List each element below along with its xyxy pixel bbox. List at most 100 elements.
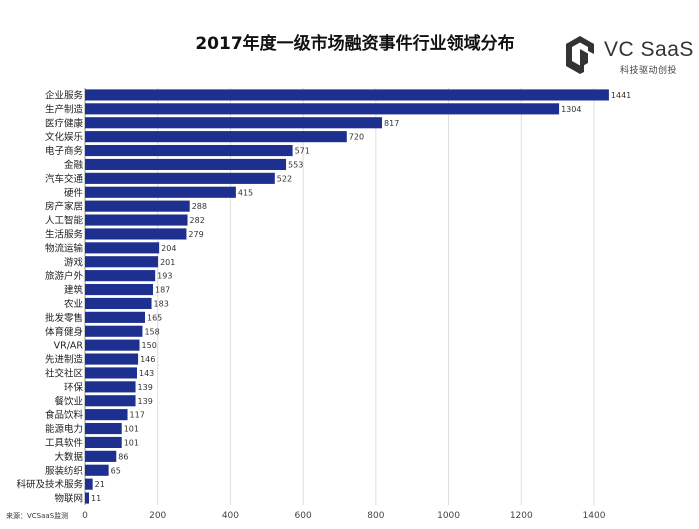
value-label: 522 — [277, 174, 292, 183]
bar — [85, 242, 160, 254]
category-label: 电子商务 — [45, 145, 84, 157]
category-label: 批发零售 — [45, 312, 83, 324]
category-label: 服装纺织 — [45, 465, 83, 477]
bar — [85, 117, 383, 129]
bar — [85, 283, 153, 296]
bar — [85, 395, 136, 407]
category-label: 环保 — [64, 381, 84, 393]
category-label: 旅游户外 — [45, 270, 84, 282]
x-tick-label: 1000 — [437, 511, 460, 521]
value-label: 117 — [130, 411, 145, 420]
x-tick-label: 1200 — [510, 511, 533, 521]
bar — [85, 297, 152, 310]
category-label: 生活服务 — [45, 228, 84, 240]
bar — [85, 256, 159, 268]
value-label: 158 — [144, 327, 159, 336]
value-label: 101 — [124, 438, 139, 447]
value-label: 288 — [192, 202, 207, 211]
bar — [85, 367, 137, 379]
bar — [85, 492, 89, 504]
bar — [85, 325, 143, 337]
category-label: 游戏 — [64, 256, 84, 268]
bar — [85, 339, 140, 351]
category-label: 体育健身 — [45, 326, 83, 338]
value-label: 65 — [111, 466, 121, 475]
value-label: 204 — [161, 244, 176, 253]
brand-name: VC SaaS — [604, 38, 694, 61]
category-label: 汽车交通 — [45, 173, 84, 185]
category-label: 金融 — [64, 159, 84, 171]
source-note: 来源：VCSaaS监测 — [6, 512, 69, 520]
value-label: 150 — [142, 341, 157, 350]
value-label: 1304 — [561, 105, 581, 114]
value-label: 571 — [295, 147, 310, 156]
bar — [85, 464, 109, 476]
value-label: 86 — [118, 452, 128, 461]
bar — [85, 172, 275, 184]
bar — [85, 422, 122, 435]
category-label: 社交社区 — [45, 367, 84, 379]
value-label: 193 — [157, 272, 172, 281]
value-label: 139 — [138, 397, 153, 406]
bar — [85, 144, 293, 157]
category-label: 文化娱乐 — [45, 131, 84, 143]
value-label: 146 — [140, 355, 155, 364]
bar — [85, 131, 347, 143]
bar — [85, 270, 156, 282]
category-label: 物流运输 — [45, 242, 84, 254]
brand-tagline: 科技驱动创投 — [620, 66, 678, 76]
category-label: 能源电力 — [45, 423, 83, 435]
bar — [85, 311, 145, 323]
value-label: 553 — [288, 160, 303, 169]
bar — [85, 103, 560, 115]
category-label: 农业 — [64, 298, 83, 310]
vc-saas-logo-icon — [566, 36, 594, 74]
bar — [85, 89, 609, 101]
value-label: 187 — [155, 286, 170, 295]
bar — [85, 200, 190, 212]
value-label: 101 — [124, 425, 139, 434]
x-tick-label: 800 — [367, 511, 384, 521]
value-label: 21 — [95, 480, 105, 489]
x-tick-label: 200 — [149, 511, 166, 521]
x-tick-label: 400 — [222, 511, 239, 521]
value-label: 143 — [139, 369, 154, 378]
bar — [85, 186, 236, 198]
value-label: 279 — [188, 230, 203, 239]
bar — [85, 381, 136, 393]
category-label: VR/AR — [54, 341, 84, 352]
x-tick-label: 1400 — [583, 511, 606, 521]
bar — [85, 158, 287, 171]
chart-title: 2017年度一级市场融资事件行业领域分布 — [195, 34, 515, 54]
category-label: 大数据 — [54, 451, 83, 463]
bar — [85, 436, 122, 449]
value-label: 282 — [190, 216, 205, 225]
category-label: 房产家居 — [45, 201, 83, 213]
category-label: 医疗健康 — [45, 117, 84, 129]
category-label: 先进制造 — [45, 354, 84, 366]
bar — [85, 214, 188, 226]
bar — [85, 409, 128, 421]
value-label: 1441 — [611, 91, 631, 100]
value-label: 183 — [154, 299, 169, 308]
value-label: 165 — [147, 313, 162, 322]
category-label: 硬件 — [64, 187, 84, 199]
bar — [85, 353, 139, 365]
category-label: 企业服务 — [45, 89, 84, 101]
category-label: 餐饮业 — [54, 395, 83, 407]
bar — [85, 450, 117, 462]
value-label: 817 — [384, 119, 399, 128]
category-label: 科研及技术服务 — [16, 479, 83, 491]
value-label: 11 — [91, 494, 101, 503]
category-label: 生产制造 — [45, 103, 84, 115]
bar — [85, 478, 93, 490]
bar — [85, 228, 187, 240]
category-label: 物联网 — [54, 493, 83, 505]
value-label: 720 — [349, 133, 364, 142]
value-label: 415 — [238, 188, 253, 197]
category-label: 工具软件 — [45, 437, 84, 449]
category-label: 建筑 — [64, 284, 84, 296]
x-tick-label: 600 — [295, 511, 312, 521]
value-label: 201 — [160, 258, 175, 267]
